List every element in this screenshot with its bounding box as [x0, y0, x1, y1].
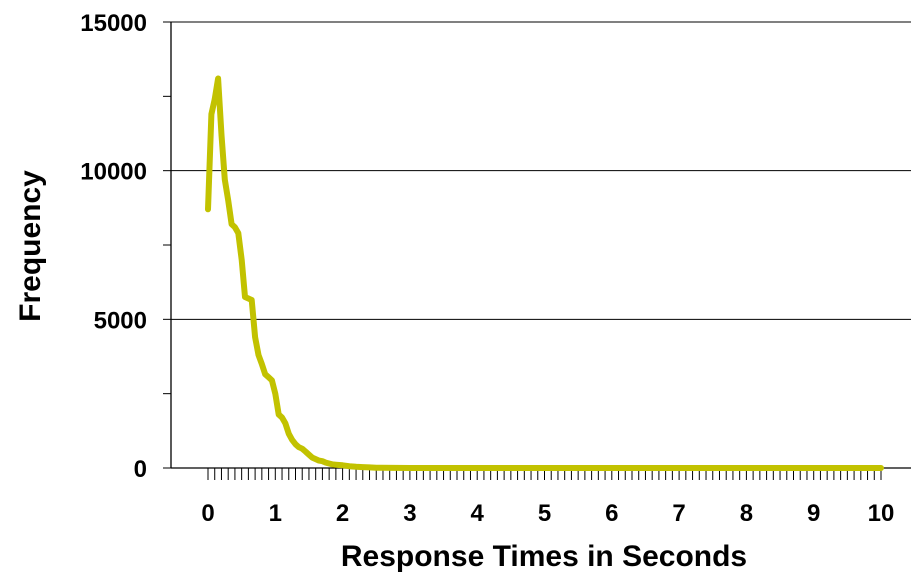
y-tick-label: 10000 — [80, 159, 147, 186]
x-tick-labels: 0 1 2 3 4 5 6 7 8 9 10 — [201, 500, 894, 527]
x-tick-label: 6 — [605, 500, 618, 527]
x-tick-label: 5 — [538, 500, 551, 527]
x-tick-label: 1 — [269, 500, 282, 527]
x-tick-label: 9 — [807, 500, 820, 527]
x-tick-label: 3 — [403, 500, 416, 527]
gridlines — [171, 21, 911, 320]
y-axis-title: Frequency — [14, 170, 47, 322]
x-tick-label: 7 — [672, 500, 685, 527]
y-tick-labels: 0 5000 10000 15000 — [80, 10, 147, 483]
x-axis-title: Response Times in Seconds — [341, 540, 747, 573]
x-tick-label: 8 — [740, 500, 753, 527]
y-tick-label: 15000 — [80, 10, 147, 37]
minor-ticks — [163, 21, 882, 480]
y-tick-label: 5000 — [94, 307, 147, 334]
x-tick-label: 0 — [201, 500, 214, 527]
series-line — [205, 75, 884, 471]
x-tick-label: 2 — [336, 500, 349, 527]
x-tick-label: 10 — [868, 500, 895, 527]
x-tick-label: 4 — [471, 500, 485, 527]
y-tick-label: 0 — [134, 456, 147, 483]
series-layer — [205, 75, 884, 471]
